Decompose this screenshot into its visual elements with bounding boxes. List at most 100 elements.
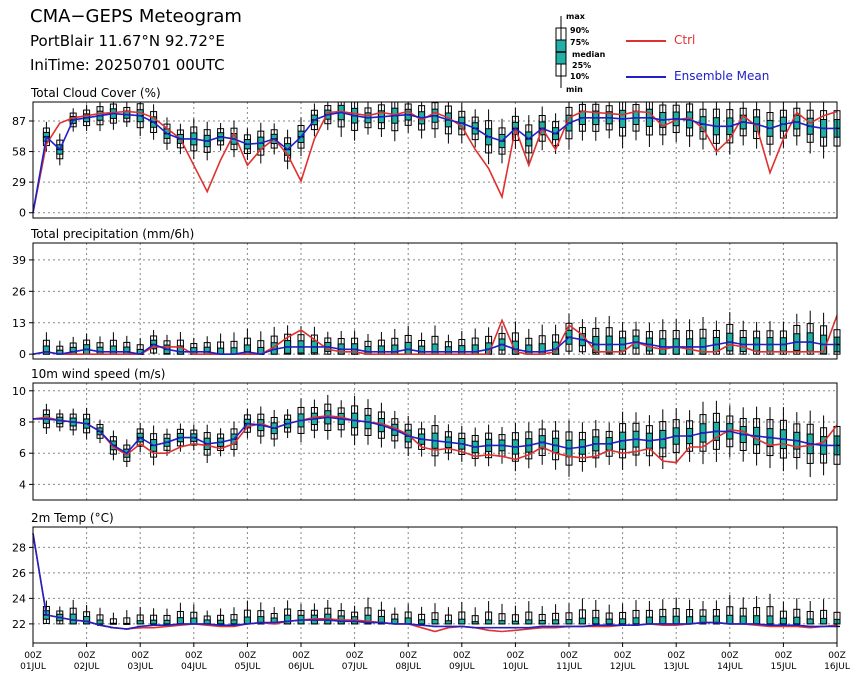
box-legend-p75: 75% [570,38,590,47]
x-tick-time: 00Z [775,651,793,661]
box-inner [257,616,265,625]
x-tick-date: 13JUL [663,662,689,672]
box-legend-median: median [572,50,606,59]
x-tick-date: 04JUL [181,662,207,672]
box-inner [525,619,533,625]
box-inner [217,619,225,625]
location-label: PortBlair 11.67°N 92.72°E [30,32,225,50]
box-inner [230,619,238,625]
panel-frame-1 [32,242,838,360]
box-inner [525,344,533,355]
ctrl-line [32,315,838,356]
box-inner [123,622,131,625]
x-tick-date: 05JUL [235,662,261,672]
box-inner [619,618,627,625]
box-inner [739,615,747,625]
box-inner [431,343,439,355]
x-tick-time: 00Z [292,651,310,661]
box-inner [404,617,412,625]
y-tick-label: 0 [19,348,26,361]
x-tick-time: 00Z [721,651,739,661]
box-inner [96,619,104,625]
box-inner [123,346,131,355]
x-tick-time: 00Z [453,651,471,661]
panel-frame-3 [32,526,838,644]
box-legend-p25: 25% [572,61,592,70]
mean-line [33,416,837,455]
legend-mean-label: Ensemble Mean [674,69,770,83]
y-tick-label: 6 [19,447,26,460]
x-tick-time: 00Z [185,651,203,661]
y-tick-label: 8 [19,416,26,429]
box-inner [150,619,158,625]
box-inner [552,341,560,355]
chart-title: CMA−GEPS Meteogram [30,6,242,27]
box-inner [793,616,801,625]
x-tick-date: 02JUL [74,662,100,672]
legend-ctrl-label: Ctrl [674,33,696,47]
box-inner [485,619,493,625]
y-tick-label: 22 [12,618,26,631]
box-inner [364,614,372,625]
y-tick-label: 10 [12,385,26,398]
box-legend-min: min [566,85,583,94]
box-legend-max: max [566,12,585,21]
box-inner [418,345,426,355]
box-inner [444,346,452,355]
y-tick-label: 4 [19,478,26,491]
box-inner [726,614,734,625]
x-tick-time: 00Z [24,651,42,661]
x-tick-time: 00Z [507,651,525,661]
x-tick-time: 00Z [346,651,364,661]
init-time-label: IniTime: 20250701 00UTC [30,56,225,74]
box-inner [645,616,653,625]
mean-line [32,533,837,630]
panel-title-0: Total Cloud Cover (%) [30,86,161,100]
box-inner [458,618,466,625]
box-inner [605,618,613,625]
mean-line [32,111,837,213]
box-inner [431,619,439,625]
box-inner [109,622,117,625]
box-inner [806,618,814,625]
box-inner [176,345,184,355]
box-inner [538,619,546,625]
x-tick-date: 15JUL [771,662,797,672]
box-inner [471,621,479,625]
box-inner [284,614,292,625]
x-tick-date: 10JUL [503,662,529,672]
box-inner [632,617,640,625]
y-tick-label: 13 [12,317,26,330]
box-inner [458,345,466,355]
y-tick-label: 28 [12,541,26,554]
y-tick-label: 26 [12,285,26,298]
box-inner [538,343,546,355]
x-tick-time: 00Z [131,651,149,661]
panel-title-3: 2m Temp (°C) [31,511,114,525]
x-tick-time: 00Z [828,651,846,661]
y-tick-label: 26 [12,567,26,580]
x-tick-date: 03JUL [127,662,153,672]
box-inner [712,615,720,625]
y-tick-label: 58 [12,146,26,159]
box-inner [418,619,426,625]
x-tick-time: 00Z [667,651,685,661]
box-inner [243,616,251,625]
x-tick-time: 00Z [614,651,632,661]
panel-frame-0 [32,101,838,219]
box-inner [511,620,519,625]
box-inner [377,345,385,355]
x-tick-date: 07JUL [342,662,368,672]
box-inner [83,616,91,625]
box-inner [820,617,828,625]
y-tick-label: 87 [12,115,26,128]
box-inner [779,617,787,625]
x-tick-time: 00Z [399,651,417,661]
x-tick-date: 09JUL [449,662,475,672]
panel-title-2: 10m wind speed (m/s) [31,367,165,381]
box-legend-p10: 10% [570,72,590,81]
box-inner [699,615,707,625]
x-tick-date: 01JUL [20,662,46,672]
box-inner [578,617,586,625]
